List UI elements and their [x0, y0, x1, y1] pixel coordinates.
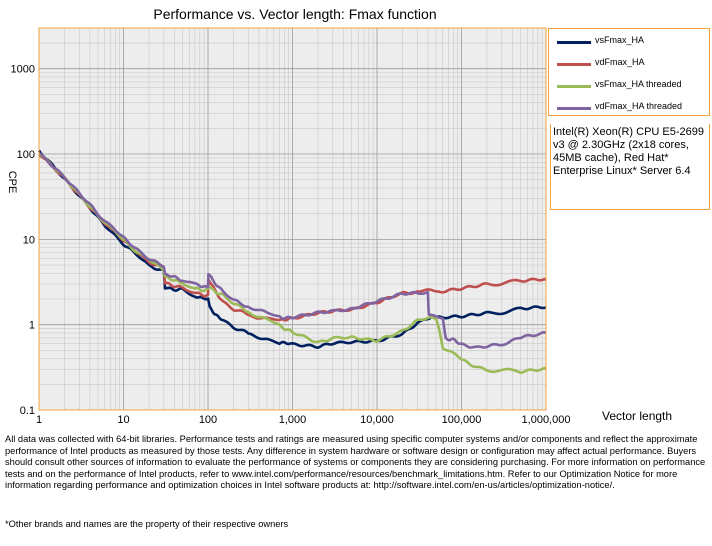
legend-item-vdfmax-threaded: vdFmax_HA threaded — [557, 101, 707, 115]
series-line-vsfmax_ha-threaded — [38, 152, 547, 374]
system-config-note: Intel(R) Xeon(R) CPU E5-2699 v3 @ 2.30GH… — [550, 124, 710, 210]
x-tick-label: 1 — [36, 414, 42, 426]
legend-swatch-vdfmax-threaded — [557, 107, 591, 110]
tick-labels: 1 10 100 1,000 10,000 100,000 1,000,0000.11101… — [11, 64, 571, 426]
legend-item-vsfmax: vsFmax_HA — [557, 35, 707, 49]
x-tick-label: 10,000 — [360, 414, 394, 426]
series-layer — [37, 149, 547, 374]
legend-swatch-vdfmax — [557, 63, 591, 66]
legend-item-vsfmax-threaded: vsFmax_HA threaded — [557, 79, 707, 93]
x-tick-label: 10 — [117, 414, 129, 426]
legend-label-vsfmax-threaded: vsFmax_HA threaded — [595, 79, 682, 89]
y-tick-label: 100 — [17, 149, 35, 161]
legend-label-vdfmax-threaded: vdFmax_HA threaded — [595, 101, 683, 111]
y-tick-label: 1 — [29, 320, 35, 332]
legend-label-vsfmax: vsFmax_HA — [595, 35, 645, 45]
trademark-footnote: *Other brands and names are the property… — [5, 519, 289, 529]
y-tick-label: 10 — [23, 234, 35, 246]
legend-item-vdfmax: vdFmax_HA — [557, 57, 707, 71]
plot-border — [38, 27, 547, 411]
y-axis-label: CPE — [6, 171, 18, 194]
x-tick-label: 1,000 — [279, 414, 307, 426]
x-axis-label: Vector length — [602, 409, 672, 423]
series-line-vsfmax_ha — [37, 149, 547, 349]
legend-swatch-vsfmax-threaded — [557, 85, 591, 88]
x-tick-label: 100,000 — [442, 414, 482, 426]
y-tick-label: 1000 — [11, 64, 35, 76]
legend-swatch-vsfmax — [557, 41, 591, 44]
chart-title: Performance vs. Vector length: Fmax func… — [153, 6, 436, 22]
x-tick-label: 1,000,000 — [522, 414, 571, 426]
cpe-chart: 1 10 100 1,000 10,000 100,000 1,000,0000.11101… — [6, 6, 672, 426]
x-tick-label: 100 — [199, 414, 217, 426]
legend: vsFmax_HA vdFmax_HA vsFmax_HA threaded v… — [548, 28, 710, 116]
series-line-vdfmax_ha-threaded — [38, 151, 547, 349]
legend-label-vdfmax: vdFmax_HA — [595, 57, 645, 67]
y-tick-label: 0.1 — [20, 405, 35, 417]
performance-disclaimer: All data was collected with 64-bit libra… — [5, 434, 706, 491]
